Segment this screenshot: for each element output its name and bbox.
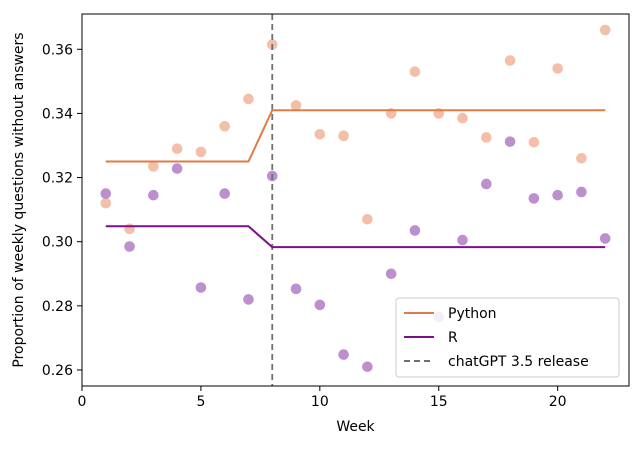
plot-frame bbox=[81, 13, 630, 387]
point-r-10 bbox=[314, 299, 326, 311]
y-tick-label-5: 0.36 bbox=[42, 42, 73, 58]
point-python-12 bbox=[362, 213, 373, 225]
point-python-2 bbox=[124, 223, 135, 235]
point-python-10 bbox=[314, 128, 326, 140]
point-r-5 bbox=[195, 282, 207, 293]
point-r-19 bbox=[528, 193, 540, 204]
point-python-17 bbox=[481, 132, 492, 143]
point-python-1 bbox=[100, 197, 112, 209]
point-python-6 bbox=[219, 120, 230, 132]
point-r-11 bbox=[338, 349, 349, 360]
point-python-7 bbox=[243, 93, 254, 105]
legend-label-release: chatGPT 3.5 release bbox=[448, 354, 589, 370]
point-python-20 bbox=[552, 63, 563, 74]
x-tick-label-10: 10 bbox=[311, 394, 329, 410]
point-r-16 bbox=[457, 234, 468, 246]
y-tick-label-4: 0.34 bbox=[42, 106, 73, 122]
point-r-2 bbox=[124, 241, 135, 252]
point-r-12 bbox=[362, 361, 373, 373]
y-axis-label: Proportion of weekly questions without a… bbox=[11, 32, 27, 367]
point-r-18 bbox=[504, 136, 516, 147]
point-r-20 bbox=[552, 189, 563, 201]
point-python-5 bbox=[195, 146, 207, 158]
point-python-3 bbox=[148, 161, 159, 172]
point-r-4 bbox=[171, 163, 183, 174]
point-python-19 bbox=[528, 136, 540, 148]
x-tick-label-5: 5 bbox=[196, 394, 205, 410]
point-python-21 bbox=[576, 153, 587, 164]
fit-line-r bbox=[105, 225, 606, 249]
point-r-17 bbox=[481, 178, 492, 190]
point-python-22 bbox=[599, 24, 611, 36]
y-tick-label-0: 0.26 bbox=[42, 363, 73, 379]
fit-line-python bbox=[105, 109, 606, 163]
x-tick-label-20: 20 bbox=[549, 394, 567, 410]
x-tick-label-0: 0 bbox=[78, 394, 87, 410]
legend-label-r: R bbox=[448, 330, 458, 346]
point-r-6 bbox=[219, 188, 230, 199]
point-python-4 bbox=[171, 143, 183, 154]
legend-box bbox=[395, 297, 620, 378]
point-r-9 bbox=[290, 283, 302, 295]
point-r-13 bbox=[385, 268, 397, 280]
point-python-18 bbox=[504, 55, 516, 66]
point-python-11 bbox=[338, 130, 349, 142]
point-python-9 bbox=[290, 100, 302, 111]
y-tick-label-1: 0.28 bbox=[42, 299, 73, 315]
x-axis-label: Week bbox=[336, 419, 375, 435]
lines-layer bbox=[105, 14, 606, 386]
y-tick-label-3: 0.32 bbox=[42, 171, 73, 187]
point-r-1 bbox=[100, 188, 112, 199]
point-r-3 bbox=[148, 189, 159, 201]
point-r-22 bbox=[599, 233, 611, 244]
point-r-14 bbox=[409, 225, 421, 236]
y-tick-label-2: 0.30 bbox=[42, 235, 73, 251]
axes-layer: 0 5 10 15 20 0.26 0.28 0.30 0.32 0.34 0.36 Week Prop… bbox=[11, 13, 630, 435]
point-r-7 bbox=[243, 294, 254, 305]
point-python-16 bbox=[457, 112, 468, 124]
point-r-21 bbox=[576, 186, 587, 198]
legend-label-python: Python bbox=[448, 306, 497, 322]
point-python-14 bbox=[409, 66, 421, 78]
x-tick-label-15: 15 bbox=[430, 394, 448, 410]
